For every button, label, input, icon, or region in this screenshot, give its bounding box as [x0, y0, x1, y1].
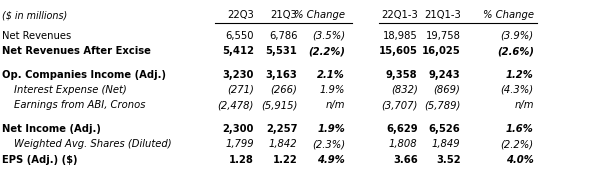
Text: 1.2%: 1.2%: [506, 69, 534, 80]
Text: 4.0%: 4.0%: [506, 154, 534, 165]
Text: (869): (869): [433, 85, 460, 95]
Text: EPS (Adj.) ($): EPS (Adj.) ($): [2, 154, 78, 165]
Text: 6,629: 6,629: [386, 124, 418, 134]
Text: (271): (271): [227, 85, 254, 95]
Text: (2.2%): (2.2%): [501, 139, 534, 149]
Text: Net Revenues After Excise: Net Revenues After Excise: [2, 46, 151, 56]
Text: 21Q3: 21Q3: [270, 10, 297, 20]
Text: 6,550: 6,550: [225, 31, 254, 41]
Text: Earnings from ABI, Cronos: Earnings from ABI, Cronos: [14, 100, 145, 110]
Text: 19,758: 19,758: [426, 31, 460, 41]
Text: (2.2%): (2.2%): [308, 46, 345, 56]
Text: Op. Companies Income (Adj.): Op. Companies Income (Adj.): [2, 69, 166, 80]
Text: 4.9%: 4.9%: [317, 154, 345, 165]
Text: (5,789): (5,789): [424, 100, 460, 110]
Text: n/m: n/m: [514, 100, 534, 110]
Text: 1.6%: 1.6%: [506, 124, 534, 134]
Text: 1,842: 1,842: [269, 139, 297, 149]
Text: (3,707): (3,707): [381, 100, 418, 110]
Text: 16,025: 16,025: [421, 46, 460, 56]
Text: 6,526: 6,526: [429, 124, 460, 134]
Text: 22Q3: 22Q3: [227, 10, 254, 20]
Text: 1.9%: 1.9%: [317, 124, 345, 134]
Text: 18,985: 18,985: [383, 31, 418, 41]
Text: n/m: n/m: [325, 100, 345, 110]
Text: 2,257: 2,257: [266, 124, 297, 134]
Text: % Change: % Change: [294, 10, 345, 20]
Text: ($ in millions): ($ in millions): [2, 10, 67, 20]
Text: 1,799: 1,799: [225, 139, 254, 149]
Text: 1.9%: 1.9%: [319, 85, 345, 95]
Text: 3.66: 3.66: [393, 154, 418, 165]
Text: 2,300: 2,300: [223, 124, 254, 134]
Text: 6,786: 6,786: [269, 31, 297, 41]
Text: 2.1%: 2.1%: [317, 69, 345, 80]
Text: 9,243: 9,243: [429, 69, 460, 80]
Text: (2.6%): (2.6%): [497, 46, 534, 56]
Text: 22Q1-3: 22Q1-3: [381, 10, 418, 20]
Text: 1,849: 1,849: [432, 139, 460, 149]
Text: 5,531: 5,531: [266, 46, 297, 56]
Text: 3.52: 3.52: [436, 154, 460, 165]
Text: (3.9%): (3.9%): [501, 31, 534, 41]
Text: Weighted Avg. Shares (Diluted): Weighted Avg. Shares (Diluted): [14, 139, 171, 149]
Text: (5,915): (5,915): [261, 100, 297, 110]
Text: Net Revenues: Net Revenues: [2, 31, 71, 41]
Text: 5,412: 5,412: [222, 46, 254, 56]
Text: 3,163: 3,163: [266, 69, 297, 80]
Text: 1.28: 1.28: [229, 154, 254, 165]
Text: (3.5%): (3.5%): [312, 31, 345, 41]
Text: 3,230: 3,230: [223, 69, 254, 80]
Text: 21Q1-3: 21Q1-3: [424, 10, 460, 20]
Text: 1.22: 1.22: [273, 154, 297, 165]
Text: (2,478): (2,478): [217, 100, 254, 110]
Text: 9,358: 9,358: [386, 69, 418, 80]
Text: (266): (266): [270, 85, 297, 95]
Text: Interest Expense (Net): Interest Expense (Net): [14, 85, 127, 95]
Text: % Change: % Change: [483, 10, 534, 20]
Text: 15,605: 15,605: [378, 46, 418, 56]
Text: (4.3%): (4.3%): [501, 85, 534, 95]
Text: (2.3%): (2.3%): [312, 139, 345, 149]
Text: Net Income (Adj.): Net Income (Adj.): [2, 124, 101, 134]
Text: (832): (832): [391, 85, 418, 95]
Text: 1,808: 1,808: [389, 139, 418, 149]
